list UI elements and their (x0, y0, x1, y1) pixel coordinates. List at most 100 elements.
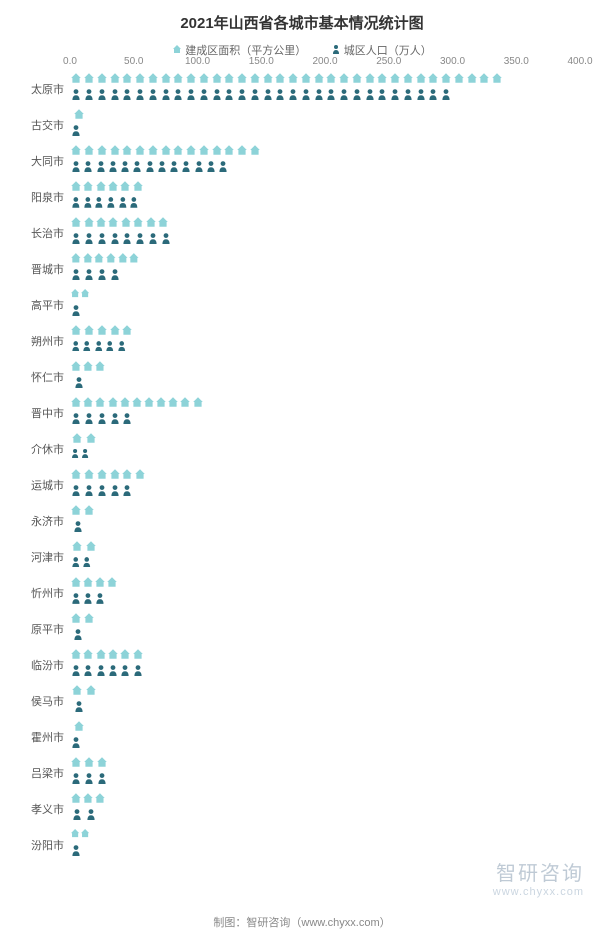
chart-container: 2021年山西省各城市基本情况统计图 建成区面积（平方公里） 城区人口（万人） … (0, 0, 604, 938)
person-icon (117, 196, 129, 210)
x-tick: 300.0 (440, 56, 465, 67)
house-icon (94, 576, 106, 590)
series-pop-line (70, 124, 83, 138)
house-icon (134, 144, 147, 158)
house-icon (70, 540, 84, 554)
city-row: 侯马市 (70, 682, 580, 718)
city-row: 永济市 (70, 502, 580, 538)
person-icon (193, 160, 205, 174)
house-icon (402, 72, 415, 86)
house-icon (440, 72, 453, 86)
house-icon (82, 396, 94, 410)
house-icon (105, 252, 117, 266)
house-icon (83, 144, 96, 158)
person-icon (70, 700, 88, 714)
person-icon (80, 448, 90, 462)
city-label: 古交市 (12, 117, 64, 133)
person-icon (147, 232, 160, 246)
house-icon (106, 396, 118, 410)
house-icon (287, 72, 300, 86)
house-icon (70, 180, 82, 194)
city-row: 晋城市 (70, 250, 580, 286)
house-icon (147, 72, 160, 86)
person-icon (107, 664, 119, 678)
house-icon (132, 648, 144, 662)
person-icon (104, 340, 115, 354)
house-icon (82, 648, 94, 662)
person-icon (121, 232, 134, 246)
series-pop-line (70, 412, 134, 426)
person-icon (132, 664, 144, 678)
person-icon (70, 160, 82, 174)
house-icon (128, 252, 140, 266)
person-icon (128, 196, 140, 210)
person-icon (217, 160, 229, 174)
house-icon (261, 72, 274, 86)
person-icon (205, 160, 217, 174)
series-pop-line (70, 484, 134, 498)
person-icon (376, 88, 389, 102)
person-icon (108, 412, 121, 426)
house-icon (70, 648, 82, 662)
house-icon (83, 324, 96, 338)
series-pop-line (70, 340, 127, 354)
person-icon (121, 484, 134, 498)
house-icon (223, 144, 236, 158)
house-icon (351, 72, 364, 86)
person-icon (287, 88, 300, 102)
watermark: 智研咨询 www.chyxx.com (493, 857, 584, 898)
city-row: 古交市 (70, 106, 580, 142)
city-row: 霍州市 (70, 718, 580, 754)
person-icon (70, 124, 83, 138)
city-row: 孝义市 (70, 790, 580, 826)
city-row: 朔州市 (70, 322, 580, 358)
person-icon (427, 88, 440, 102)
person-icon (121, 412, 134, 426)
city-row: 忻州市 (70, 574, 580, 610)
city-label: 吕梁市 (12, 765, 64, 781)
city-label: 运城市 (12, 477, 64, 493)
person-icon (81, 340, 92, 354)
house-icon (121, 324, 134, 338)
house-icon (376, 72, 389, 86)
person-icon (402, 88, 415, 102)
person-icon (134, 232, 147, 246)
series-area-line (70, 324, 134, 338)
person-icon (261, 88, 274, 102)
city-row: 高平市 (70, 286, 580, 322)
x-tick: 350.0 (504, 56, 529, 67)
series-area-line (70, 612, 96, 626)
series-pop-line (70, 448, 90, 462)
person-icon (70, 520, 85, 534)
person-icon (70, 592, 82, 606)
house-icon (108, 324, 121, 338)
person-icon (81, 556, 92, 570)
house-icon (83, 756, 96, 770)
city-row: 河津市 (70, 538, 580, 574)
series-area-line (70, 216, 169, 230)
house-icon (70, 288, 80, 302)
series-pop-line (70, 268, 121, 282)
series-pop-line (70, 160, 229, 174)
house-icon (70, 720, 88, 734)
house-icon (121, 468, 134, 482)
city-label: 朔州市 (12, 333, 64, 349)
series-area-line (70, 576, 118, 590)
plot-area: 太原市古交市大同市阳泉市长治市晋城市高平市朔州市怀仁市晋中市介休市运城市永济市河… (70, 70, 580, 880)
city-label: 侯马市 (12, 693, 64, 709)
person-icon (108, 232, 121, 246)
house-icon (427, 72, 440, 86)
series-pop-line (70, 556, 93, 570)
series-area-line (70, 360, 106, 374)
house-icon (236, 72, 249, 86)
person-icon (147, 88, 160, 102)
person-icon (96, 412, 109, 426)
house-icon (159, 72, 172, 86)
house-icon (80, 828, 90, 842)
x-tick: 400.0 (567, 56, 592, 67)
person-icon (363, 88, 376, 102)
person-icon (312, 88, 325, 102)
city-label: 高平市 (12, 297, 64, 313)
series-area-line (70, 180, 144, 194)
person-icon (144, 160, 156, 174)
